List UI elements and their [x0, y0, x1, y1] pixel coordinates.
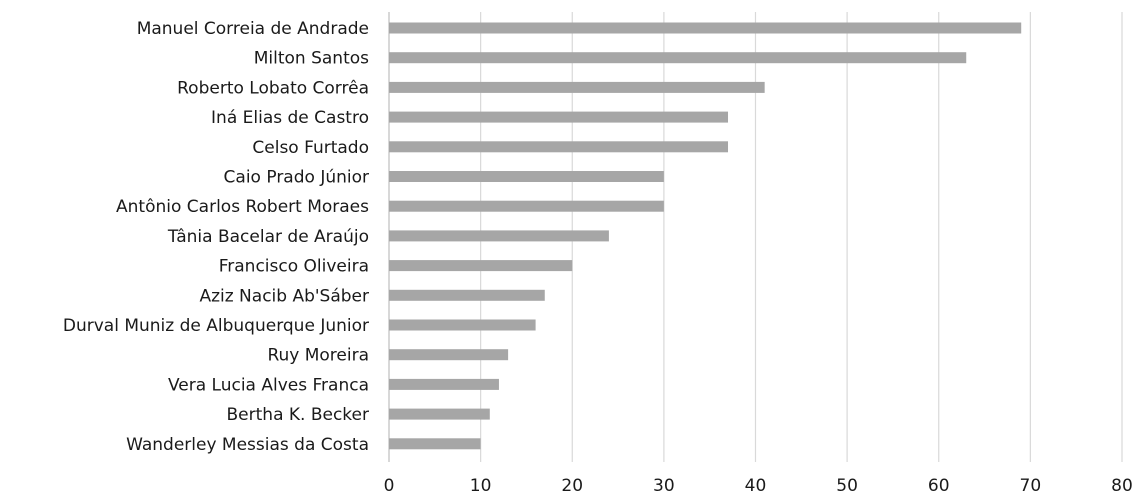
x-tick-label-0: 0	[384, 476, 395, 496]
category-label-7: Antônio Carlos Robert Moraes	[116, 197, 369, 217]
bar-10	[389, 289, 545, 301]
category-label-10: Aziz Nacib Ab'Sáber	[199, 286, 369, 306]
category-label-5: Celso Furtado	[252, 138, 369, 158]
bar-7	[389, 200, 664, 212]
x-tick-label-30: 30	[653, 476, 675, 496]
bar-2	[389, 52, 967, 64]
x-tick-label-60: 60	[928, 476, 950, 496]
bar-11	[389, 319, 536, 331]
x-tick-label-70: 70	[1020, 476, 1042, 496]
x-tick-label-40: 40	[745, 476, 767, 496]
bar-1	[389, 22, 1022, 34]
bars	[389, 22, 1022, 450]
bar-15	[389, 438, 481, 450]
category-label-1: Manuel Correia de Andrade	[137, 19, 369, 39]
bar-12	[389, 349, 509, 361]
category-label-14: Bertha K. Becker	[227, 405, 369, 425]
category-label-9: Francisco Oliveira	[219, 257, 369, 277]
category-labels: Manuel Correia de Andrade Milton Santos Ro…	[63, 19, 369, 455]
category-label-8: Tânia Bacelar de Araújo	[167, 227, 369, 247]
bar-5	[389, 141, 729, 153]
bar-9	[389, 260, 573, 272]
category-label-4: Iná Elias de Castro	[211, 108, 369, 128]
bar-4	[389, 111, 729, 123]
x-tick-label-10: 10	[470, 476, 492, 496]
bar-3	[389, 81, 765, 93]
bar-13	[389, 378, 499, 390]
category-label-2: Milton Santos	[254, 49, 369, 69]
category-label-3: Roberto Lobato Corrêa	[177, 78, 369, 98]
bar-8	[389, 230, 609, 242]
category-label-6: Caio Prado Júnior	[224, 168, 369, 188]
category-label-15: Wanderley Messias da Costa	[126, 435, 369, 455]
category-label-12: Ruy Moreira	[267, 346, 369, 366]
bar-6	[389, 171, 664, 182]
x-tick-label-80: 80	[1111, 476, 1133, 496]
x-tick-labels: 0 10 20 30 40 50 60 70 80	[384, 476, 1133, 496]
category-label-11: Durval Muniz de Albuquerque Junior	[63, 316, 369, 336]
category-label-13: Vera Lucia Alves Franca	[168, 375, 369, 395]
bar-14	[389, 408, 490, 420]
x-tick-label-50: 50	[836, 476, 858, 496]
x-tick-label-20: 20	[561, 476, 583, 496]
